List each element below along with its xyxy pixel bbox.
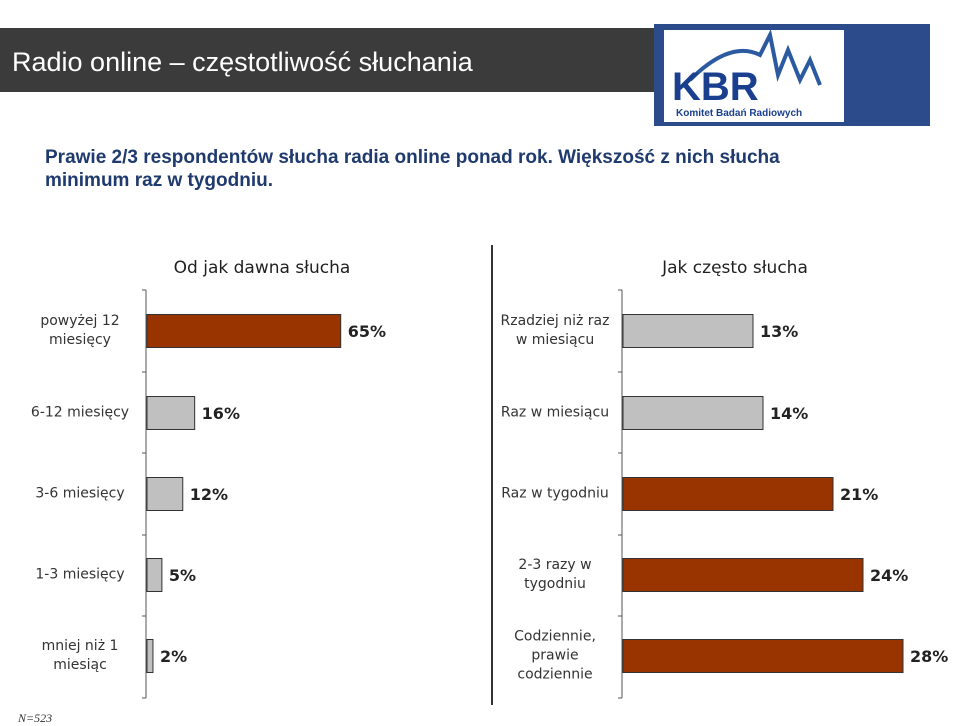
right-category-label-2: Raz w miesiącu [500,404,610,421]
left-category-label-5: mniej niż 1 miesiąc [41,638,119,673]
panel-divider [491,245,493,705]
left-bar-2 [146,396,196,430]
left-chart-title: Od jak dawna słucha [173,258,351,278]
right-category-label-1: Rzadziej niż raz w miesiącu [500,313,610,348]
left-bar-chart: 65% 16% 12% 5% 2% [142,289,386,699]
right-chart-title: Jak często słucha [662,258,808,278]
left-category-label-4: 1-3 miesięcy [35,566,125,583]
left-category-label-2: 6-12 miesięcy [30,404,130,421]
right-value-label-4: 24% [870,566,908,585]
left-value-label-4: 5% [169,566,196,585]
logo-caption: Komitet Badań Radiowych [676,108,802,119]
left-bar-3 [146,477,184,511]
left-value-label-2: 16% [202,404,240,423]
right-value-label-5: 28% [910,647,948,666]
left-category-label-3: 3-6 miesięcy [35,485,125,502]
logo-wordmark: KBR [672,65,759,109]
kbr-logo: KBR Komitet Badań Radiowych [654,24,930,126]
right-value-label-1: 13% [760,322,798,341]
subtitle: Prawie 2/3 respondentów słucha radia onl… [45,147,780,191]
right-category-label-5: Codziennie, prawie codziennie [514,628,596,683]
title-bar [0,28,660,92]
logo-swoosh [688,28,822,86]
left-bar-5 [146,639,154,673]
right-bar-3 [622,477,834,511]
left-value-label-3: 12% [190,485,228,504]
left-value-label-5: 2% [160,647,187,666]
right-value-label-2: 14% [770,404,808,423]
left-bar-1 [146,314,342,348]
right-value-label-3: 21% [840,485,878,504]
right-bar-2 [622,396,764,430]
left-category-label-1: powyżej 12 miesięcy [40,313,120,348]
right-category-label-3: Raz w tygodniu [501,485,609,502]
right-bar-5 [622,639,904,673]
sample-size-note: N=523 [18,711,53,725]
right-bar-1 [622,314,754,348]
right-category-label-4: 2-3 razy w tygodniu [518,557,592,592]
page-title: Radio online – częstotliwość słuchania [12,47,473,77]
right-bar-4 [622,558,864,592]
left-value-label-1: 65% [348,322,386,341]
left-bar-4 [146,558,163,592]
